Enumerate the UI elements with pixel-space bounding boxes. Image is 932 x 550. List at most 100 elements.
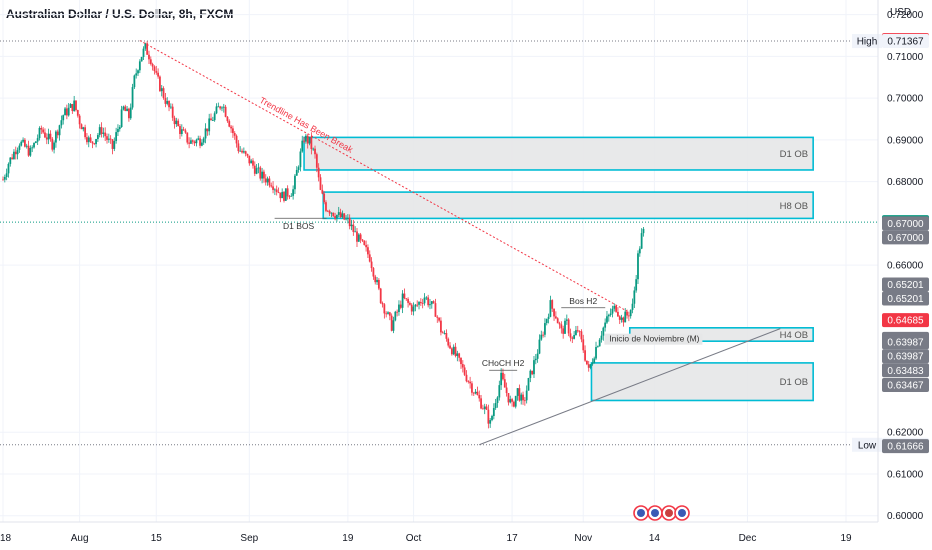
candle-body <box>383 304 386 314</box>
x-tick-label: 18 <box>0 533 12 544</box>
candle <box>533 356 535 378</box>
candle-body <box>308 136 311 144</box>
order-block-zone[interactable] <box>322 191 814 220</box>
candle <box>339 208 342 218</box>
candle <box>631 298 634 314</box>
price-badge-bg <box>882 291 929 306</box>
candle-body <box>377 279 380 289</box>
candle <box>516 388 519 401</box>
candle <box>294 174 296 195</box>
candle-body <box>531 370 534 375</box>
candle-body <box>418 301 420 305</box>
candle-body <box>602 327 605 336</box>
candle <box>221 106 223 112</box>
candle-body <box>500 372 503 386</box>
candle <box>222 103 225 113</box>
economic-events[interactable] <box>633 505 690 521</box>
candle-body <box>471 383 473 393</box>
candle-body <box>388 312 391 316</box>
order-block-zone[interactable] <box>303 136 814 171</box>
candle-body <box>562 328 565 334</box>
candle <box>246 153 249 158</box>
candle-body <box>348 217 351 227</box>
candle-body <box>430 301 433 305</box>
candle <box>188 137 191 149</box>
candle-body <box>505 387 508 394</box>
candle-body <box>637 253 639 280</box>
candle <box>348 214 351 230</box>
x-tick-label: Oct <box>406 533 422 544</box>
candle <box>443 330 446 335</box>
candle-body <box>62 115 65 121</box>
candle <box>624 308 627 323</box>
candle-body <box>197 138 200 140</box>
candle <box>403 288 406 300</box>
candle-body <box>419 301 422 304</box>
candle <box>474 388 477 395</box>
candle <box>9 157 12 167</box>
candle <box>14 146 17 160</box>
candle <box>476 386 479 396</box>
candle-body <box>481 408 484 410</box>
candle-body <box>372 268 375 277</box>
candle-body <box>261 171 264 179</box>
candle <box>540 330 543 341</box>
candle <box>595 341 597 361</box>
candle <box>91 141 94 149</box>
candle-body <box>268 178 271 186</box>
candle <box>377 278 380 291</box>
candle <box>467 380 470 384</box>
y-tick-label: 0.70000 <box>887 94 924 105</box>
candle-body <box>33 142 35 148</box>
candle-body <box>576 330 579 332</box>
candle <box>481 404 484 410</box>
candle <box>268 176 271 188</box>
candle <box>410 303 413 315</box>
candle-body <box>148 54 150 60</box>
candle <box>191 139 194 145</box>
x-tick-label: Sep <box>240 533 258 544</box>
candle-body <box>182 129 185 131</box>
trendline[interactable] <box>139 40 628 312</box>
candle <box>381 301 384 308</box>
candle <box>454 342 457 358</box>
candle-body <box>463 367 466 375</box>
candle-body <box>518 388 521 401</box>
candle <box>16 147 19 160</box>
order-block-zone[interactable] <box>590 362 814 402</box>
candle-body <box>409 302 411 305</box>
candle <box>257 163 260 174</box>
candle <box>264 174 267 186</box>
candle <box>606 311 608 324</box>
candle <box>62 114 65 125</box>
price-badge: 0.67000 <box>882 216 929 231</box>
candle <box>576 325 579 333</box>
price-badge-text: 0.63987 <box>887 352 924 363</box>
candle-body <box>58 125 61 136</box>
candle <box>587 360 590 372</box>
candle <box>67 103 70 117</box>
candle-body <box>606 316 608 323</box>
candle-body <box>135 73 138 76</box>
candle <box>186 132 189 145</box>
candle-body <box>600 335 603 340</box>
candle <box>617 307 619 318</box>
candle <box>361 239 364 242</box>
candle-body <box>589 364 592 368</box>
candle-body <box>474 391 477 394</box>
candle-body <box>239 150 242 152</box>
candle <box>560 321 563 334</box>
candle-body <box>55 131 57 143</box>
candle-body <box>215 106 218 114</box>
candle <box>367 244 369 259</box>
candle-body <box>173 117 176 125</box>
trendline[interactable] <box>479 328 781 446</box>
candle-body <box>76 110 79 116</box>
candle-body <box>392 320 395 331</box>
candle-body <box>626 311 628 316</box>
candle-body <box>401 293 404 308</box>
candle-body <box>573 334 576 339</box>
candle-body <box>394 311 397 321</box>
candle-body <box>503 379 506 388</box>
